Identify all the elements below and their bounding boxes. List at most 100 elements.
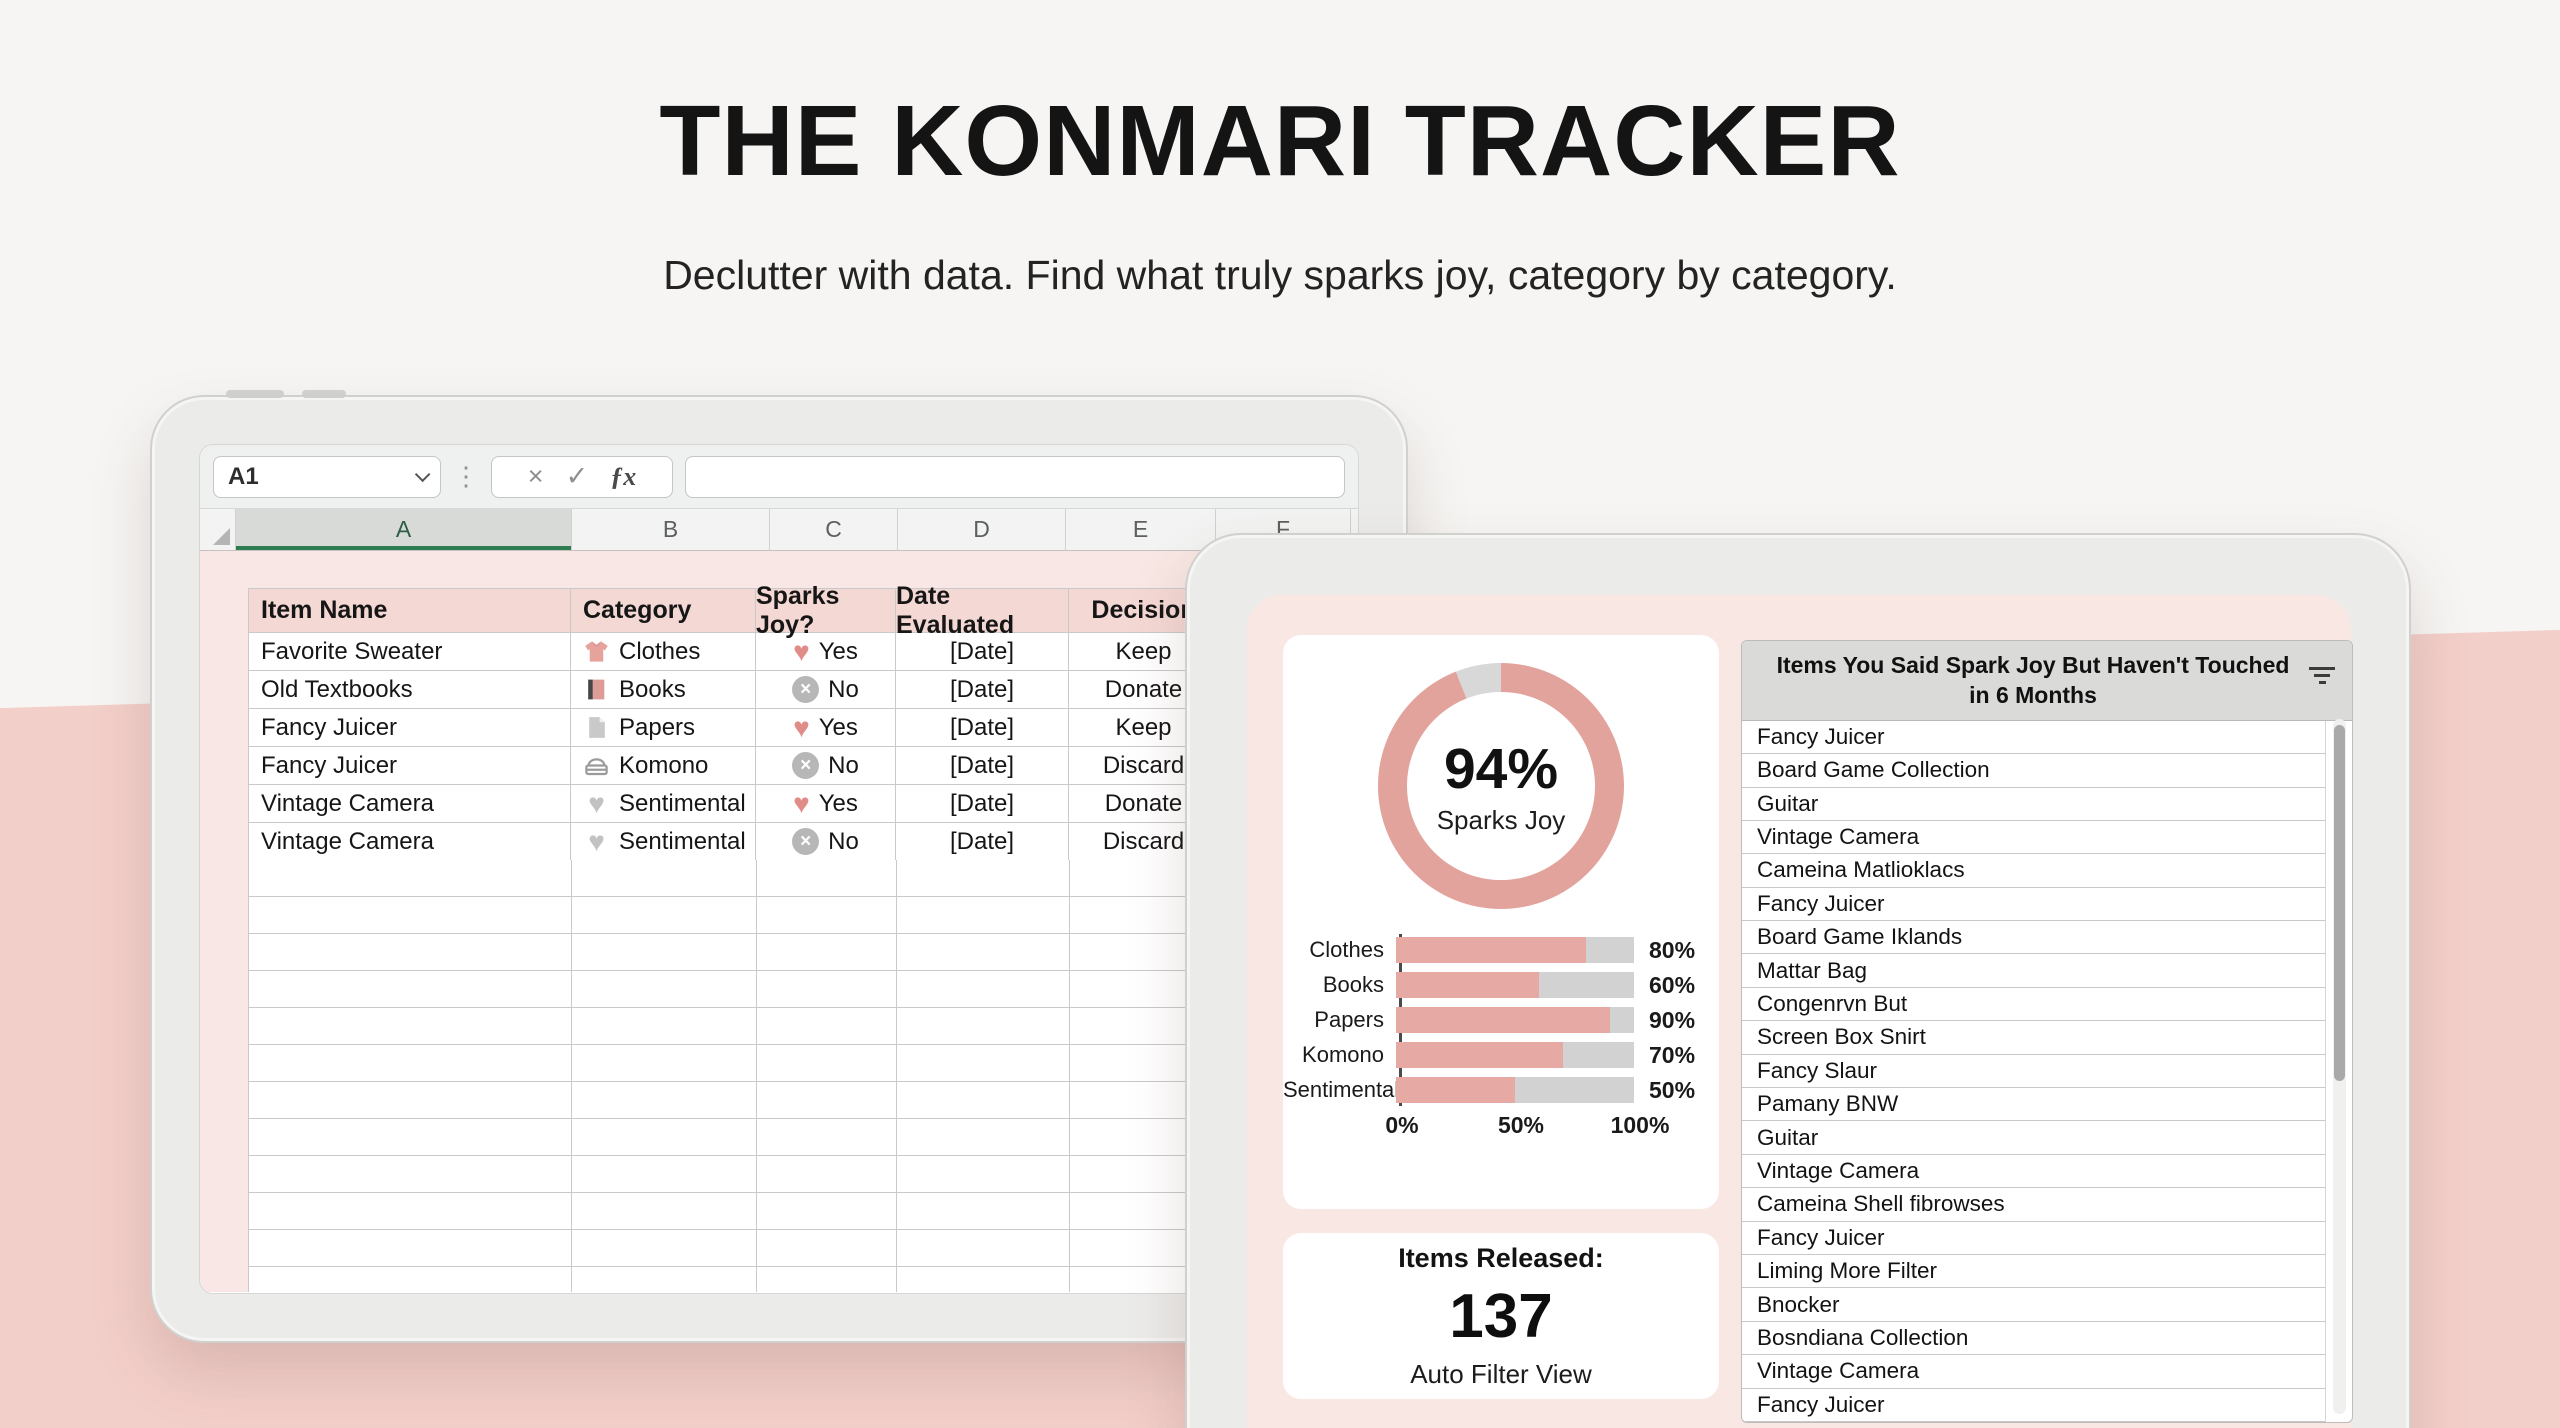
column-header-E[interactable]: E [1066, 509, 1216, 550]
list-scrollbar[interactable] [2333, 719, 2346, 1414]
bar-fill [1396, 937, 1587, 963]
list-item[interactable]: Vintage Camera [1742, 1155, 2325, 1189]
formula-actions: × ✓ ƒx [491, 455, 673, 498]
category-cell[interactable]: Clothes [571, 633, 756, 670]
sparks-joy-cell[interactable]: × No [756, 823, 896, 860]
list-item[interactable]: Fancy Juicer [1742, 888, 2325, 922]
list-item[interactable]: Cameina Matlioklacs [1742, 854, 2325, 888]
list-item[interactable]: Cameina Shell fibrowses [1742, 1188, 2325, 1222]
bar-row-komono: Komono 70% [1283, 1042, 1719, 1068]
list-item[interactable]: Congenrvn But [1742, 988, 2325, 1022]
list-item[interactable]: Fancy Juicer [1742, 1222, 2325, 1255]
table-row: Fancy Juicer Komono × No [Date] Discard [249, 747, 1219, 785]
grid-line [1069, 860, 1070, 1292]
list-item[interactable]: Fancy Slaur [1742, 1055, 2325, 1089]
column-header-B[interactable]: B [572, 509, 770, 550]
table-header-row: Item Name Category Sparks Joy? Date Evaluat… [249, 582, 1219, 639]
list-item[interactable]: Bosndiana Collection [1742, 1322, 2325, 1356]
confirm-icon[interactable]: ✓ [565, 461, 589, 491]
date-evaluated-cell[interactable]: [Date] [896, 785, 1069, 822]
list-item[interactable]: Fancy Juicer [1742, 1389, 2325, 1422]
category-cell[interactable]: ♥ Sentimental [571, 823, 756, 860]
list-item[interactable]: Liming More Filter [1742, 1255, 2325, 1289]
page-subtitle: Declutter with data. Find what truly spa… [663, 252, 1897, 298]
sparks-joy-cell[interactable]: ♥ Yes [756, 785, 896, 822]
list-item[interactable]: Board Game Iklands [1742, 921, 2325, 955]
category-cell[interactable]: Papers [571, 709, 756, 746]
chevron-down-icon [414, 466, 431, 483]
item-name-cell[interactable]: Vintage Camera [249, 823, 571, 860]
scrollbar-thumb[interactable] [2334, 725, 2345, 1081]
decision-cell[interactable]: Donate [1069, 671, 1219, 708]
table-row: Old Textbooks Books × No [Date] Donate [249, 671, 1219, 709]
heart-icon: ♥ [793, 635, 810, 667]
empty-grid [248, 860, 1358, 1292]
list-item[interactable]: Screen Box Snirt [1742, 1021, 2325, 1055]
sparks-joy-cell[interactable]: × No [756, 671, 896, 708]
x-tick-label: 100% [1610, 1112, 1670, 1138]
item-name-cell[interactable]: Fancy Juicer [249, 709, 571, 746]
heart-gray-icon: ♥ [588, 787, 605, 819]
function-icon[interactable]: ƒx [610, 461, 637, 491]
bar-fill [1396, 1007, 1611, 1033]
bar-value-label: 70% [1649, 1041, 1696, 1068]
category-cell[interactable]: Komono [571, 747, 756, 784]
item-name-cell[interactable]: Favorite Sweater [249, 633, 571, 670]
list-title: Items You Said Spark Joy But Haven't Tou… [1776, 652, 2290, 709]
cell-name-box[interactable]: A1 [213, 455, 441, 498]
bar-fill [1396, 972, 1539, 998]
decision-cell[interactable]: Donate [1069, 785, 1219, 822]
drawer-icon [583, 752, 610, 779]
column-header-D[interactable]: D [898, 509, 1066, 550]
list-item[interactable]: Vintage Camera [1742, 821, 2325, 855]
sparks-joy-cell[interactable]: × No [756, 747, 896, 784]
list-item[interactable]: Guitar [1742, 1121, 2325, 1155]
tablet-button [302, 390, 346, 398]
bar-label: Sentimental [1283, 1077, 1400, 1102]
category-bar-chart: Clothes 80% Books 60% Papers 90% Komono 70% Sent… [1283, 934, 1719, 1144]
date-evaluated-cell[interactable]: [Date] [896, 633, 1069, 670]
table-header-cell: Date Evaluated [896, 582, 1069, 639]
item-name-cell[interactable]: Fancy Juicer [249, 747, 571, 784]
list-item[interactable]: Bnocker [1742, 1288, 2325, 1322]
paper-icon [583, 715, 610, 740]
column-header-A[interactable]: A [236, 509, 572, 550]
bar-row-books: Books 60% [1283, 972, 1719, 998]
list-item[interactable]: Guitar [1742, 788, 2325, 821]
date-evaluated-cell[interactable]: [Date] [896, 823, 1069, 860]
decision-cell[interactable]: Discard [1069, 823, 1219, 860]
category-cell[interactable]: ♥ Sentimental [571, 785, 756, 822]
item-name-cell[interactable]: Vintage Camera [249, 785, 571, 822]
filter-icon[interactable] [2308, 667, 2336, 688]
divider-dots: ⋮ [453, 461, 479, 491]
item-name-cell[interactable]: Old Textbooks [249, 671, 571, 708]
grid-line [896, 860, 897, 1292]
items-released-value: 137 [1449, 1281, 1553, 1351]
items-released-sublabel: Auto Filter View [1410, 1358, 1592, 1389]
bar-row-clothes: Clothes 80% [1283, 937, 1719, 963]
bar-track [1396, 937, 1634, 963]
donut-label: Sparks Joy [1436, 805, 1566, 835]
list-item[interactable]: Board Game Collection [1742, 754, 2325, 788]
list-item[interactable]: Fancy Juicer [1742, 721, 2325, 755]
category-cell[interactable]: Books [571, 671, 756, 708]
grid-line [571, 860, 572, 1292]
date-evaluated-cell[interactable]: [Date] [896, 671, 1069, 708]
book-icon [583, 677, 610, 702]
formula-input[interactable] [685, 455, 1345, 498]
untouched-items-card: Items You Said Spark Joy But Haven't Tou… [1741, 640, 2353, 1423]
select-all-corner[interactable] [200, 509, 236, 550]
sparks-joy-cell[interactable]: ♥ Yes [756, 633, 896, 670]
cancel-icon[interactable]: × [527, 461, 544, 491]
column-header-C[interactable]: C [770, 509, 898, 550]
bar-value-label: 90% [1649, 1006, 1696, 1033]
list-item[interactable]: Pamany BNW [1742, 1088, 2325, 1122]
sparks-joy-cell[interactable]: ♥ Yes [756, 709, 896, 746]
date-evaluated-cell[interactable]: [Date] [896, 747, 1069, 784]
list-item[interactable]: Vintage Camera [1742, 1355, 2325, 1389]
x-tick-label: 50% [1497, 1112, 1545, 1138]
date-evaluated-cell[interactable]: [Date] [896, 709, 1069, 746]
list-item[interactable]: Mattar Bag [1742, 954, 2325, 988]
table-row: Favorite Sweater Clothes ♥ Yes [Date] Keep [249, 633, 1219, 671]
